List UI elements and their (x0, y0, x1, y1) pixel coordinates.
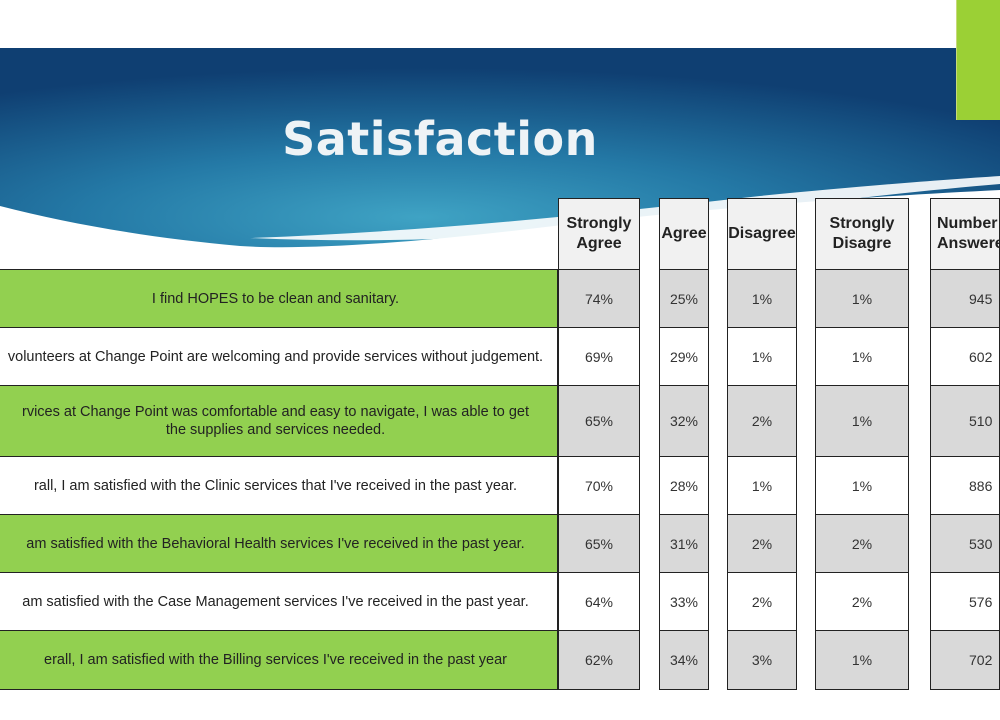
question-cell: rvices at Change Point was comfortable a… (0, 386, 558, 457)
agree-column: Agree 25% 29% 32% 28% 31% 33% 34% (659, 198, 709, 690)
strongly-agree-cell: 65% (558, 515, 640, 573)
strongly-agree-cell: 74% (558, 270, 640, 328)
number-answered-header: Number Answere (930, 198, 1000, 270)
number-answered-cell: 945 (930, 270, 1000, 328)
disagree-cell: 1% (727, 328, 797, 386)
agree-cell: 32% (659, 386, 709, 457)
question-text: I find HOPES to be clean and sanitary. (151, 290, 400, 307)
question-text: volunteers at Change Point are welcoming… (7, 348, 544, 365)
agree-cell: 28% (659, 457, 709, 515)
question-text: am satisfied with the Case Management se… (22, 593, 529, 610)
number-answered-cell: 886 (930, 457, 1000, 515)
question-column: I find HOPES to be clean and sanitary. vo… (0, 270, 558, 690)
number-answered-cell: 510 (930, 386, 1000, 457)
question-cell: I find HOPES to be clean and sanitary. (0, 270, 558, 328)
strongly-agree-cell: 70% (558, 457, 640, 515)
strongly-agree-cell: 62% (558, 631, 640, 690)
question-text: rvices at Change Point was comfortable a… (22, 404, 529, 438)
question-cell: rall, I am satisfied with the Clinic ser… (0, 457, 558, 515)
number-answered-column: Number Answere 945 602 510 886 530 576 702 (930, 198, 1000, 690)
disagree-cell: 2% (727, 386, 797, 457)
question-text: rall, I am satisfied with the Clinic ser… (33, 477, 518, 494)
question-column-top-border (0, 269, 558, 270)
question-cell: erall, I am satisfied with the Billing s… (0, 631, 558, 690)
disagree-cell: 2% (727, 573, 797, 631)
disagree-cell: 1% (727, 457, 797, 515)
strongly-disagree-column: Strongly Disagre 1% 1% 1% 1% 2% 2% 1% (815, 198, 909, 690)
question-cell: am satisfied with the Case Management se… (0, 573, 558, 631)
strongly-disagree-cell: 2% (815, 573, 909, 631)
strongly-agree-header: Strongly Agree (558, 198, 640, 270)
strongly-agree-cell: 69% (558, 328, 640, 386)
strongly-agree-cell: 64% (558, 573, 640, 631)
strongly-disagree-cell: 1% (815, 328, 909, 386)
strongly-disagree-cell: 1% (815, 270, 909, 328)
number-answered-cell: 576 (930, 573, 1000, 631)
strongly-agree-cell: 65% (558, 386, 640, 457)
strongly-agree-column: Strongly Agree 74% 69% 65% 70% 65% 64% 62% (558, 198, 640, 690)
strongly-disagree-header: Strongly Disagre (815, 198, 909, 270)
question-cell: volunteers at Change Point are welcoming… (0, 328, 558, 386)
accent-block (957, 0, 1000, 120)
disagree-cell: 1% (727, 270, 797, 328)
question-cell: am satisfied with the Behavioral Health … (0, 515, 558, 573)
number-answered-cell: 602 (930, 328, 1000, 386)
title-banner (0, 48, 1000, 248)
agree-cell: 34% (659, 631, 709, 690)
disagree-header: Disagree (727, 198, 797, 270)
strongly-disagree-cell: 1% (815, 457, 909, 515)
disagree-cell: 3% (727, 631, 797, 690)
number-answered-cell: 530 (930, 515, 1000, 573)
agree-cell: 25% (659, 270, 709, 328)
agree-header: Agree (659, 198, 709, 270)
agree-cell: 33% (659, 573, 709, 631)
strongly-disagree-cell: 1% (815, 631, 909, 690)
question-text: erall, I am satisfied with the Billing s… (44, 652, 507, 668)
number-answered-cell: 702 (930, 631, 1000, 690)
strongly-disagree-cell: 2% (815, 515, 909, 573)
slide-title: Satisfaction (282, 112, 598, 166)
agree-cell: 31% (659, 515, 709, 573)
agree-cell: 29% (659, 328, 709, 386)
question-text: am satisfied with the Behavioral Health … (26, 535, 525, 552)
disagree-column: Disagree 1% 1% 2% 1% 2% 2% 3% (727, 198, 797, 690)
strongly-disagree-cell: 1% (815, 386, 909, 457)
disagree-cell: 2% (727, 515, 797, 573)
